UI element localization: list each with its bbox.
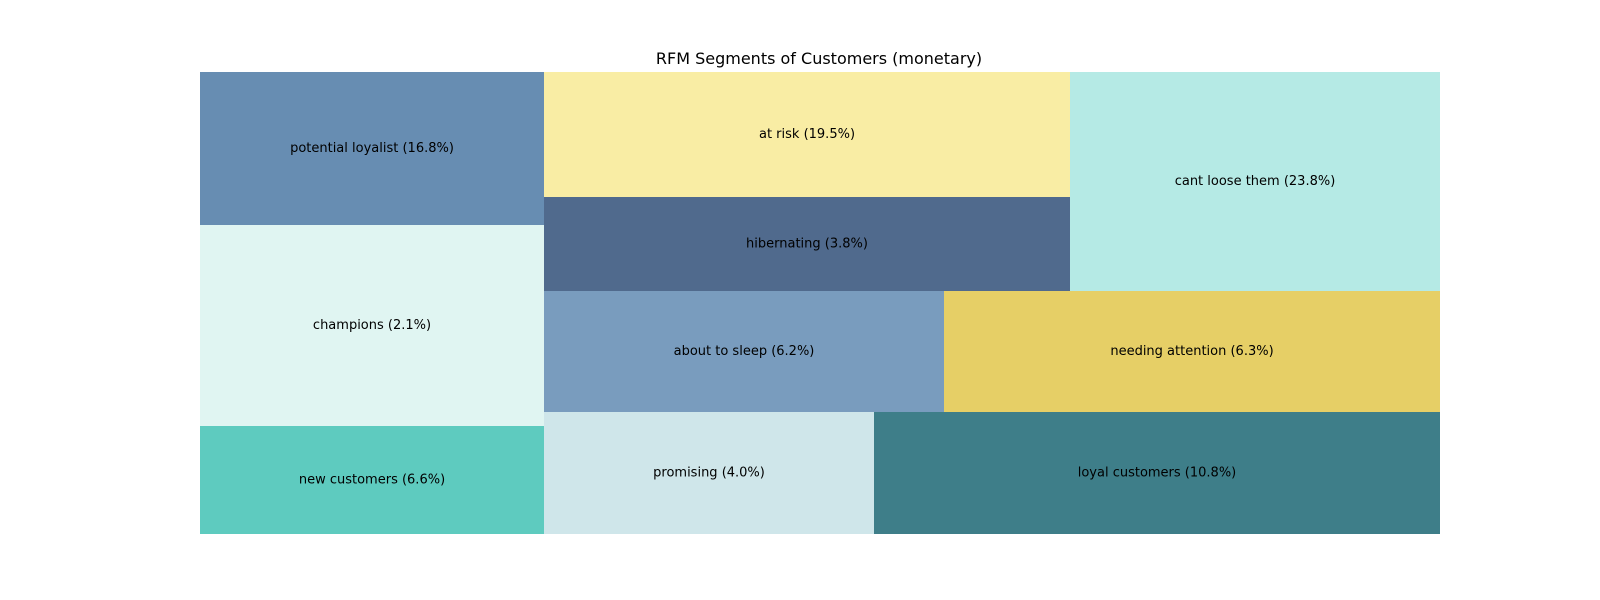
tile-cant-loose-them xyxy=(1070,72,1440,291)
tile-label-at-risk: at risk (19.5%) xyxy=(759,127,855,142)
tile-label-about-to-sleep: about to sleep (6.2%) xyxy=(674,344,815,359)
tile-label-promising: promising (4.0%) xyxy=(653,466,765,481)
chart-title: RFM Segments of Customers (monetary) xyxy=(656,49,982,68)
tile-label-cant-loose-them: cant loose them (23.8%) xyxy=(1175,174,1336,189)
tile-at-risk xyxy=(544,72,1070,197)
tile-hibernating xyxy=(544,197,1070,291)
tile-label-loyal-customers: loyal customers (10.8%) xyxy=(1078,466,1237,481)
tile-about-to-sleep xyxy=(544,291,944,412)
tile-label-champions: champions (2.1%) xyxy=(313,318,431,333)
tile-label-potential-loyalist: potential loyalist (16.8%) xyxy=(290,141,454,156)
tile-potential-loyalist xyxy=(200,72,544,225)
tile-champions xyxy=(200,225,544,426)
treemap-tiles: potential loyalist (16.8%) champions (2.1… xyxy=(200,72,1440,534)
tile-label-new-customers: new customers (6.6%) xyxy=(299,473,445,488)
tile-new-customers xyxy=(200,426,544,534)
tile-loyal-customers xyxy=(874,412,1440,534)
tile-label-hibernating: hibernating (3.8%) xyxy=(746,237,868,252)
tile-promising xyxy=(544,412,874,534)
tile-needing-attention xyxy=(944,291,1440,412)
tile-label-needing-attention: needing attention (6.3%) xyxy=(1110,344,1273,359)
